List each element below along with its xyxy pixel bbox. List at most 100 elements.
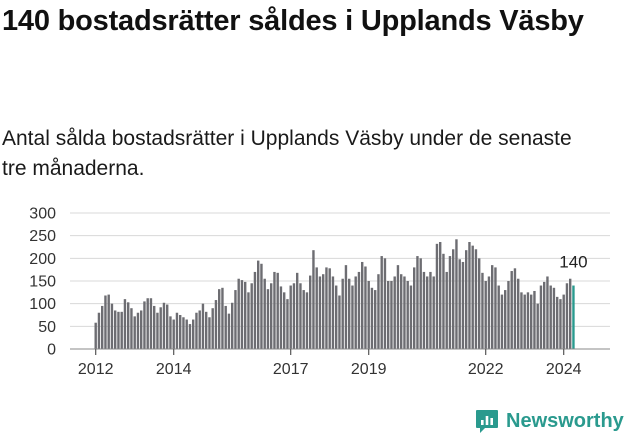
brand-name: Newsworthy [506, 409, 624, 432]
bar [273, 271, 276, 349]
bar [426, 276, 429, 349]
bar [357, 271, 361, 349]
bar [123, 299, 127, 349]
y-tick-label: 50 [38, 319, 56, 336]
bar [513, 268, 517, 349]
bar [136, 312, 140, 349]
y-tick-label: 300 [29, 206, 56, 223]
bar [383, 258, 387, 349]
bar [413, 267, 416, 349]
bar [283, 292, 286, 349]
bar [419, 258, 422, 349]
bar [299, 283, 302, 349]
bar [569, 278, 572, 349]
bar [146, 298, 149, 349]
bar [439, 242, 442, 349]
bar [367, 281, 370, 349]
bar [263, 278, 266, 349]
bar [468, 242, 471, 349]
bar [117, 311, 120, 349]
bar [406, 281, 409, 349]
bar [208, 317, 211, 349]
bar [370, 287, 374, 349]
chart-subtitle: Antal sålda bostadsrätter i Upplands Väs… [2, 127, 572, 180]
bar [127, 302, 130, 349]
bar [565, 283, 569, 349]
bar [205, 311, 208, 349]
bar [153, 305, 156, 349]
latest-value-label: 140 [559, 253, 587, 272]
bar [390, 281, 393, 349]
bar [481, 272, 484, 349]
bar [435, 243, 439, 349]
bar [377, 274, 380, 349]
bar [192, 319, 195, 349]
x-tick-label: 2024 [546, 361, 582, 378]
bars [94, 239, 575, 349]
y-tick-label: 150 [29, 274, 56, 291]
bar [543, 281, 546, 349]
bar [143, 301, 146, 349]
bar [552, 287, 556, 349]
newsworthy-logo-icon [476, 410, 498, 433]
bar [491, 265, 494, 349]
x-tick-label: 2022 [468, 361, 504, 378]
x-tick-label: 2014 [156, 361, 192, 378]
bar [341, 278, 344, 349]
bar [162, 302, 166, 349]
bar [257, 260, 260, 349]
bar [403, 276, 406, 349]
bar [198, 310, 201, 349]
bar [133, 316, 136, 349]
bar [169, 316, 172, 349]
bar [260, 263, 263, 349]
x-tick-label: 2017 [273, 361, 309, 378]
bar [549, 285, 552, 349]
y-tick-label: 0 [47, 342, 56, 359]
bar [465, 250, 468, 349]
bar [361, 261, 364, 349]
bar [224, 305, 227, 349]
bar [159, 307, 162, 349]
bar [107, 294, 110, 349]
bar [97, 312, 101, 349]
bar [315, 267, 318, 349]
bar [172, 319, 175, 349]
bar [530, 294, 533, 349]
bar [351, 285, 354, 349]
y-axis: 0 50 100 150 200 250 300 [29, 206, 56, 359]
bar [484, 281, 487, 349]
bar [250, 283, 253, 349]
y-tick-label: 200 [29, 251, 56, 268]
bar [364, 266, 367, 349]
bar [526, 292, 530, 349]
bar [523, 294, 526, 349]
bar [104, 295, 107, 349]
bar [393, 276, 396, 349]
bar [328, 268, 331, 349]
bar [195, 312, 198, 349]
bar [461, 261, 465, 349]
bar [497, 285, 500, 349]
bar [354, 276, 357, 349]
bar [539, 285, 543, 349]
bar [478, 258, 481, 349]
bar [140, 310, 143, 349]
x-tick-label: 2012 [78, 361, 114, 378]
bar [182, 317, 185, 349]
bar [348, 278, 351, 349]
bar [240, 280, 244, 349]
bar [458, 259, 461, 349]
bar [244, 281, 247, 349]
bar-latest [572, 285, 575, 349]
bar [302, 290, 305, 349]
bar [487, 276, 491, 349]
bar [344, 265, 348, 349]
bar [429, 271, 432, 349]
bar [559, 299, 562, 349]
bar [312, 250, 315, 349]
bar [442, 253, 445, 349]
bar [221, 287, 224, 349]
bar [474, 249, 478, 349]
